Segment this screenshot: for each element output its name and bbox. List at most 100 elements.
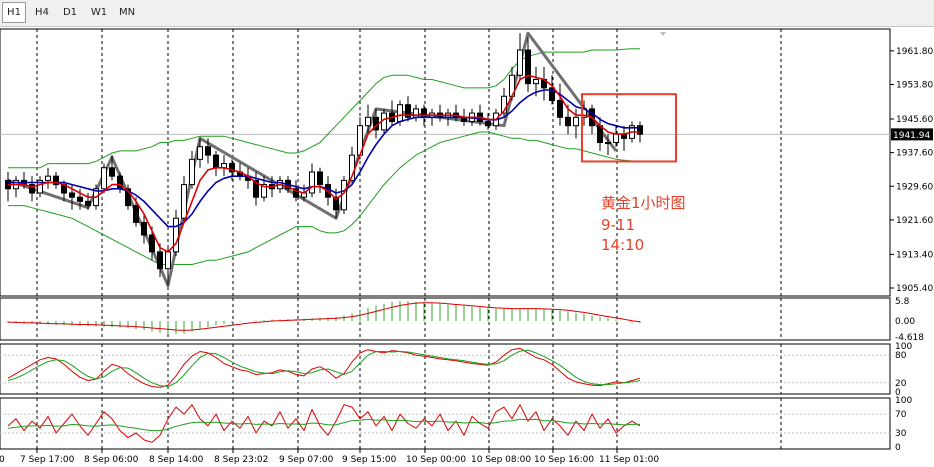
candle-body — [165, 251, 171, 270]
candle-body — [85, 200, 91, 207]
candle-body — [53, 175, 59, 186]
candle-body — [133, 205, 139, 223]
annotation-time: 14:10 — [601, 236, 644, 254]
candle-body — [397, 104, 403, 123]
candle-body — [205, 146, 211, 156]
candle-body — [261, 184, 267, 198]
stochastic-tick-label: 80 — [895, 351, 907, 361]
rsi-tick-label: 100 — [895, 396, 912, 406]
zigzag-line — [7, 31, 618, 287]
time-label-partial: 0 — [0, 455, 5, 465]
candle-body — [565, 116, 571, 127]
chart-overlay — [581, 32, 677, 163]
price-tick-label: 1913.40 — [896, 250, 933, 260]
rsi-tick-label: 0 — [895, 443, 901, 453]
candle-body — [229, 163, 235, 173]
macd-tick-label: 0.00 — [895, 317, 915, 327]
candle-body — [101, 167, 107, 190]
stochastic-tick-label: 0 — [895, 388, 901, 398]
annotation-title: 黄金1小时图 — [601, 194, 686, 212]
highlight-box — [581, 93, 677, 163]
price-tick-label: 1961.80 — [896, 47, 933, 57]
candle-body — [573, 116, 579, 127]
price-pane — [0, 28, 891, 297]
macd-signal-line — [7, 302, 641, 331]
stochastic-pane — [0, 343, 891, 395]
macd-tick-label: -4.618 — [895, 333, 924, 343]
candle-body — [421, 108, 427, 118]
price-tick-label: 1945.60 — [896, 115, 933, 125]
time-label: 10 Sep 00:00 — [406, 455, 466, 465]
stochastic-signal-line — [7, 349, 641, 387]
price-tick-label: 1937.60 — [896, 149, 933, 159]
time-label: 10 Sep 08:00 — [471, 455, 531, 465]
current-price-label: 1941.94 — [893, 131, 930, 141]
candle-body — [173, 217, 179, 253]
candle-body — [69, 192, 75, 198]
candle-body — [637, 125, 643, 135]
price-tick-label: 1921.60 — [896, 216, 933, 226]
candle-body — [501, 95, 507, 114]
price-tick-label: 1953.80 — [896, 81, 933, 91]
time-label: 11 Sep 01:00 — [599, 455, 659, 465]
chart-axes: 1961.80 1953.80 1945.60 1937.60 1929.60 1921.… — [0, 47, 933, 465]
chart-grid — [0, 29, 890, 449]
time-label: 8 Sep 14:00 — [149, 455, 204, 465]
candle-body — [333, 196, 339, 211]
ma-slow-line — [8, 89, 640, 228]
price-chart[interactable]: 1961.80 1953.80 1945.60 1937.60 1929.60 1921.… — [0, 26, 934, 467]
candle-body — [125, 188, 131, 207]
bollinger-upper-line — [8, 48, 640, 169]
candle-body — [517, 49, 523, 76]
stochastic-tick-label: 20 — [895, 379, 907, 389]
candle-body — [181, 184, 187, 219]
candle-body — [405, 104, 411, 118]
candle-body — [485, 121, 491, 127]
rsi-tick-label: 70 — [895, 410, 907, 420]
candle-body — [317, 171, 323, 186]
time-label: 9 Sep 15:00 — [342, 455, 397, 465]
timeframe-d1-button[interactable]: D1 — [62, 7, 78, 18]
candle-body — [141, 221, 147, 236]
candle-body — [149, 234, 155, 253]
candle-body — [365, 116, 371, 127]
timeframe-h1-button[interactable]: H1 — [2, 2, 26, 23]
candle-body — [37, 179, 43, 194]
candle-body — [605, 142, 611, 145]
ma-fast-line — [8, 74, 640, 253]
price-tick-label: 1929.60 — [896, 182, 933, 192]
candle-body — [549, 87, 555, 101]
stochastic-tick-label: 100 — [895, 342, 912, 352]
candle-body — [557, 99, 563, 118]
candle-body — [525, 49, 531, 85]
chart-shift-marker-icon — [660, 32, 666, 36]
macd-pane — [0, 297, 891, 341]
candle-body — [29, 184, 35, 194]
candle-body — [157, 251, 163, 270]
current-price-box — [891, 128, 933, 141]
indicator-lines — [7, 31, 641, 443]
rsi-tick-label: 30 — [895, 429, 907, 439]
candle-body — [109, 167, 115, 177]
time-label: 8 Sep 06:00 — [84, 455, 139, 465]
candle-body — [213, 154, 219, 169]
candle-body — [597, 125, 603, 144]
time-label: 7 Sep 17:00 — [20, 455, 75, 465]
timeframe-h4-button[interactable]: H4 — [35, 7, 49, 18]
bollinger-lower-line — [8, 131, 641, 265]
rsi-main-line — [7, 404, 641, 443]
candlesticks — [5, 33, 643, 286]
timeframe-mn-button[interactable]: MN — [118, 7, 136, 18]
annotation-date: 9-11 — [601, 216, 635, 234]
timeframe-toolbar: H1 H4 D1 W1 MN — [0, 0, 934, 27]
candle-body — [293, 188, 299, 198]
time-label: 9 Sep 07:00 — [279, 455, 334, 465]
candle-body — [197, 146, 203, 160]
candle-body — [45, 175, 51, 181]
candle-body — [253, 179, 259, 198]
chart-panes — [0, 28, 891, 450]
candle-body — [533, 78, 539, 85]
macd-tick-label: 5.8 — [895, 297, 910, 307]
timeframe-w1-button[interactable]: W1 — [90, 7, 108, 18]
time-label: 10 Sep 16:00 — [534, 455, 594, 465]
